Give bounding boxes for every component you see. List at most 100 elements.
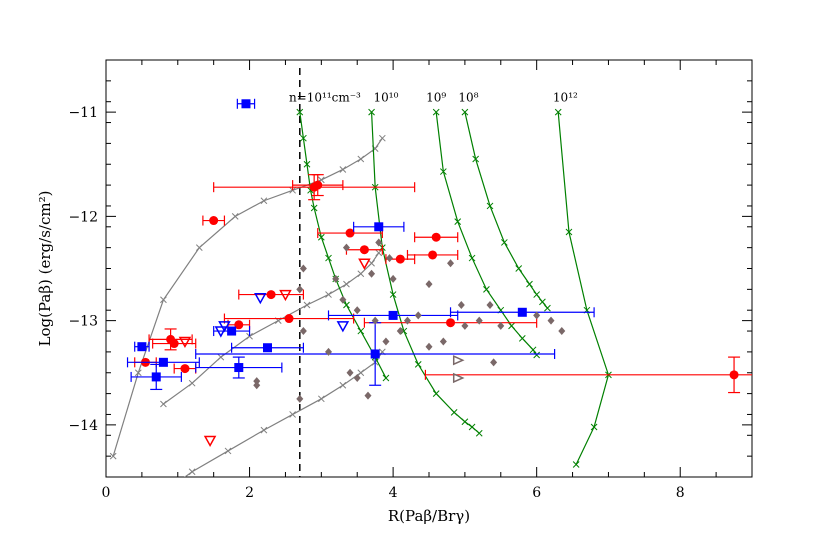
curve-point — [317, 395, 325, 403]
data-point — [339, 295, 347, 304]
curve-point — [565, 228, 573, 236]
curve-point — [134, 369, 142, 377]
curve-point — [468, 423, 476, 431]
model-curve — [183, 351, 383, 477]
curve-point — [217, 353, 225, 361]
marker-triangle — [178, 336, 192, 349]
marker-diamond — [425, 280, 433, 289]
curve-point — [539, 298, 546, 306]
curve-point-stroke — [289, 186, 296, 194]
data-point — [386, 254, 394, 263]
curve-point — [432, 108, 440, 116]
marker-diamond — [325, 347, 333, 356]
data-point — [452, 355, 465, 366]
curve-point — [300, 134, 307, 142]
data-point — [375, 238, 383, 247]
marker-diamond — [547, 316, 555, 325]
curve-point-stroke — [310, 204, 318, 212]
curve-point-stroke — [475, 429, 483, 437]
marker-diamond — [490, 358, 498, 367]
data-point — [213, 174, 416, 201]
curve-point-stroke — [339, 166, 347, 173]
curve-point-stroke — [554, 108, 562, 116]
curve-point-stroke — [382, 374, 390, 382]
curve-point-stroke — [357, 369, 365, 377]
data-point — [353, 373, 361, 382]
marker-diamond — [439, 337, 447, 346]
data-point — [253, 381, 261, 390]
marker-diamond — [296, 394, 304, 403]
marker-diamond — [375, 238, 383, 247]
curve-point — [526, 280, 533, 288]
data-point — [414, 311, 422, 320]
curve-point — [432, 390, 440, 397]
curve-point-stroke — [486, 202, 494, 210]
plot-area — [109, 68, 752, 501]
data-point — [371, 316, 379, 325]
data-point — [424, 356, 752, 394]
curve-point-stroke — [432, 390, 440, 397]
data-point — [358, 258, 371, 270]
curve-point — [303, 301, 311, 309]
marker-diamond — [382, 337, 390, 346]
curve-point — [303, 160, 311, 168]
marker-circle — [309, 182, 319, 192]
curve-point — [483, 285, 490, 293]
y-tick-label: −14 — [68, 418, 98, 434]
marker-square — [241, 99, 251, 109]
axis-frame — [105, 59, 753, 478]
marker-diamond — [339, 295, 347, 304]
data-point — [296, 285, 304, 294]
marker-circle — [359, 245, 369, 255]
curve-point-stroke — [188, 379, 196, 387]
marker-diamond — [386, 254, 394, 263]
data-point — [336, 321, 350, 333]
curve-point — [160, 296, 167, 304]
data-point — [195, 322, 556, 386]
curve-point-stroke — [472, 155, 480, 163]
curve-point-stroke — [160, 400, 167, 408]
curve-point — [343, 301, 350, 309]
curve-point — [260, 197, 268, 205]
data-point — [254, 292, 267, 305]
curve-point-stroke — [153, 495, 159, 501]
marker-circle — [446, 318, 456, 328]
curve-point-stroke — [325, 254, 332, 262]
marker-diamond — [558, 327, 566, 336]
curve-point — [289, 186, 296, 194]
data-point — [396, 327, 404, 336]
data-point — [457, 300, 465, 309]
marker-diamond — [368, 269, 376, 278]
curve-point — [310, 204, 318, 212]
data-point — [173, 363, 197, 374]
marker-circle — [169, 339, 179, 349]
curve-point-stroke — [461, 418, 469, 426]
curve-point-stroke — [296, 108, 304, 116]
curve-point — [414, 361, 422, 368]
marker-circle — [428, 250, 438, 260]
curve-point-stroke — [461, 108, 469, 116]
density-label: 10¹² — [553, 90, 578, 104]
curve-point-stroke — [389, 291, 397, 298]
marker-triangle — [336, 321, 350, 333]
curve-point-stroke — [300, 134, 307, 142]
marker-diamond — [353, 373, 361, 382]
data-point — [195, 356, 283, 379]
marker-diamond — [253, 381, 261, 390]
annotations: n=10¹¹cm⁻³ 10¹⁰ 10⁹ 10⁸ 10¹² — [289, 90, 578, 104]
x-tick-label: 8 — [676, 485, 685, 501]
marker-circle — [284, 314, 294, 324]
data-point — [368, 269, 376, 278]
marker-circle — [431, 232, 441, 242]
model-curve — [464, 111, 548, 309]
curve-point — [508, 322, 515, 330]
marker-circle — [345, 228, 355, 238]
curve-point — [246, 332, 253, 340]
marker-triangle — [358, 258, 371, 270]
marker-diamond — [353, 306, 361, 315]
data-point — [425, 280, 433, 289]
curve-point-stroke — [375, 249, 383, 257]
y-axis-label: Log(Paβ) (erg/s/cm²) — [36, 191, 54, 347]
curve-point — [357, 155, 365, 163]
curve-point-stroke — [153, 495, 159, 501]
